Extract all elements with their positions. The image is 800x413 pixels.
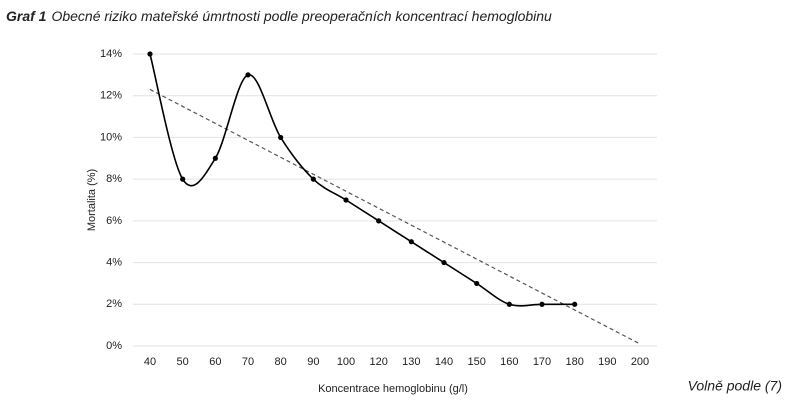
data-point (474, 280, 480, 287)
data-point (408, 239, 414, 245)
x-tick-label: 40 (144, 356, 156, 368)
data-point (572, 301, 578, 307)
data-point (212, 155, 218, 161)
y-tick-label: 14% (100, 48, 122, 60)
trendline (149, 88, 641, 345)
data-point (310, 176, 316, 182)
x-tick-label: 60 (209, 356, 221, 368)
x-axis-label: Koncentrace hemoglobinu (g/l) (318, 383, 468, 395)
x-tick-label: 160 (500, 356, 518, 368)
x-tick-label: 130 (402, 356, 420, 368)
chart-title: Graf 1 Obecné riziko mateřské úmrtnosti p… (6, 8, 552, 24)
x-tick-label: 200 (631, 356, 649, 368)
y-tick-label: 10% (100, 131, 122, 143)
x-tick-label: 150 (467, 356, 485, 368)
data-point (343, 197, 349, 203)
y-tick-label: 12% (100, 90, 122, 102)
x-tick-label: 80 (275, 356, 287, 368)
x-tick-label: 120 (369, 356, 387, 368)
x-tick-label: 90 (307, 356, 319, 368)
data-point (539, 301, 545, 307)
x-tick-label: 50 (177, 356, 189, 368)
x-tick-label: 140 (435, 356, 453, 368)
data-point (278, 134, 284, 141)
title-text: Obecné riziko mateřské úmrtnosti podle p… (51, 8, 552, 24)
y-tick-label: 8% (106, 173, 122, 185)
source-note: Volně podle (7) (688, 378, 782, 394)
data-point (506, 301, 512, 307)
y-axis-label: Mortalita (%) (86, 169, 98, 231)
data-line (149, 53, 575, 307)
data-point (147, 51, 153, 57)
data-point (441, 259, 447, 266)
y-tick-label: 2% (106, 298, 122, 310)
title-number: Graf 1 (6, 8, 47, 24)
data-point (245, 72, 251, 78)
y-tick-label: 0% (106, 340, 122, 352)
x-tick-label: 180 (565, 356, 583, 368)
x-tick-label: 100 (337, 356, 355, 368)
x-tick-label: 190 (598, 356, 616, 368)
y-tick-label: 6% (106, 215, 122, 227)
data-point (180, 176, 186, 182)
x-tick-label: 70 (242, 356, 254, 368)
y-tick-label: 4% (106, 256, 122, 268)
data-point (376, 218, 382, 224)
x-tick-label: 170 (533, 356, 551, 368)
